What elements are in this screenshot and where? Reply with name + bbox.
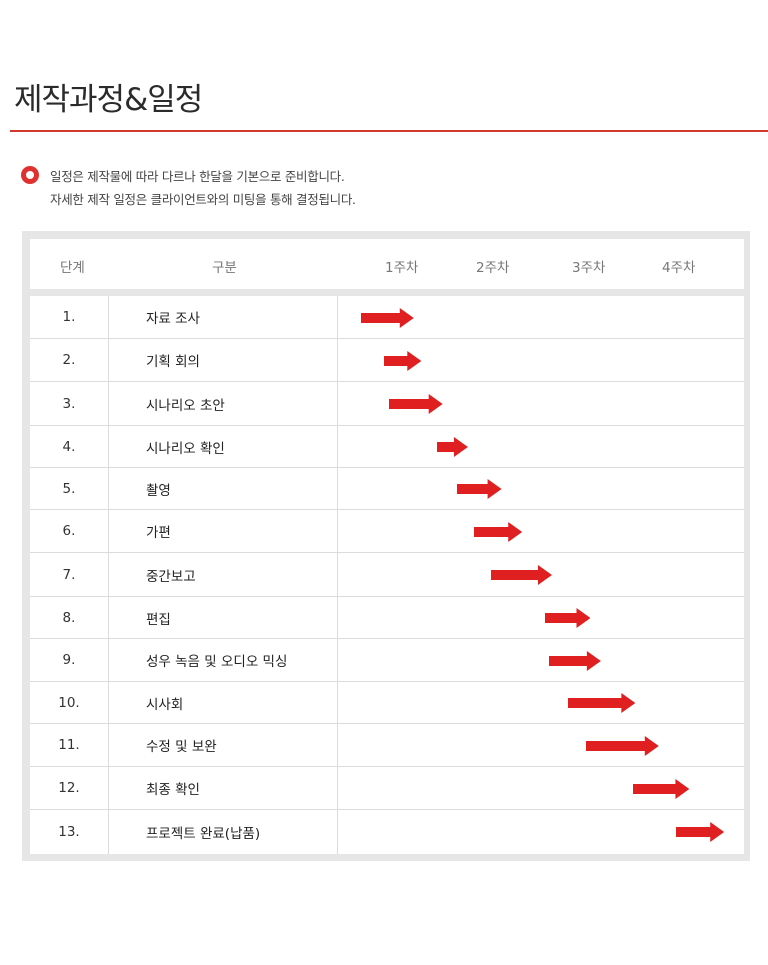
row-timeline <box>339 510 744 552</box>
header-week-2: 2주차 <box>476 260 510 276</box>
schedule-row: 4. 시나리오 확인 <box>30 426 744 468</box>
schedule-row: 1. 자료 조사 <box>30 296 744 339</box>
row-task-name: 시사회 <box>109 682 338 723</box>
row-timeline <box>339 553 744 596</box>
schedule-row: 7. 중간보고 <box>30 553 744 597</box>
schedule-arrow-icon <box>437 437 469 457</box>
schedule-row: 9. 성우 녹음 및 오디오 믹싱 <box>30 639 744 682</box>
row-step: 9. <box>30 639 109 681</box>
row-step: 13. <box>30 810 109 854</box>
row-timeline <box>339 382 744 425</box>
schedule-row: 10. 시사회 <box>30 682 744 724</box>
page-title: 제작과정&일정 <box>14 82 203 118</box>
schedule-row: 5. 촬영 <box>30 468 744 510</box>
schedule-row: 8. 편집 <box>30 597 744 639</box>
schedule-table: 단계 구분 1주차 2주차 3주차 4주차 1. 자료 조사 2. 기획 회의 3. 시나… <box>22 231 750 861</box>
schedule-row: 2. 기획 회의 <box>30 339 744 382</box>
schedule-arrow-icon <box>675 822 725 842</box>
schedule-row: 6. 가편 <box>30 510 744 553</box>
row-timeline <box>339 810 744 854</box>
row-task-name: 시나리오 초안 <box>109 382 338 425</box>
row-timeline <box>339 724 744 766</box>
schedule-row: 3. 시나리오 초안 <box>30 382 744 426</box>
row-step: 4. <box>30 426 109 467</box>
row-timeline <box>339 468 744 509</box>
notice-line-1: 일정은 제작물에 따라 다르나 한달을 기본으로 준비합니다. <box>50 169 345 184</box>
row-step: 11. <box>30 724 109 766</box>
row-task-name: 프로젝트 완료(납품) <box>109 810 338 854</box>
row-task-name: 최종 확인 <box>109 767 338 809</box>
schedule-arrow-icon <box>549 650 602 671</box>
row-task-name: 가편 <box>109 510 338 552</box>
schedule-row: 13. 프로젝트 완료(납품) <box>30 810 744 854</box>
row-step: 8. <box>30 597 109 638</box>
row-step: 2. <box>30 339 109 381</box>
schedule-arrow-icon <box>383 350 422 371</box>
row-timeline <box>339 597 744 638</box>
row-timeline <box>339 767 744 809</box>
row-step: 6. <box>30 510 109 552</box>
row-step: 10. <box>30 682 109 723</box>
row-task-name: 편집 <box>109 597 338 638</box>
row-task-name: 성우 녹음 및 오디오 믹싱 <box>109 639 338 681</box>
schedule-arrow-icon <box>633 778 690 799</box>
header-week-1: 1주차 <box>385 260 419 276</box>
row-timeline <box>339 682 744 723</box>
schedule-body: 1. 자료 조사 2. 기획 회의 3. 시나리오 초안 4. 시나리오 확인 5. 촬영 6. 가편… <box>30 296 744 854</box>
header-step: 단계 <box>60 260 85 276</box>
row-step: 12. <box>30 767 109 809</box>
schedule-arrow-icon <box>389 394 443 414</box>
schedule-arrow-icon <box>361 307 414 328</box>
row-task-name: 시나리오 확인 <box>109 426 338 467</box>
schedule-arrow-icon <box>473 521 523 542</box>
row-step: 3. <box>30 382 109 425</box>
row-timeline <box>339 339 744 381</box>
row-task-name: 촬영 <box>109 468 338 509</box>
schedule-row: 11. 수정 및 보완 <box>30 724 744 767</box>
row-step: 1. <box>30 296 109 338</box>
schedule-arrow-icon <box>544 608 591 628</box>
header-category: 구분 <box>212 260 237 276</box>
row-timeline <box>339 426 744 467</box>
row-step: 7. <box>30 553 109 596</box>
row-task-name: 중간보고 <box>109 553 338 596</box>
row-task-name: 수정 및 보완 <box>109 724 338 766</box>
schedule-arrow-icon <box>457 479 503 499</box>
header-week-3: 3주차 <box>572 260 606 276</box>
notice-line-2: 자세한 제작 일정은 클라이언트와의 미팅을 통해 결정됩니다. <box>50 192 356 207</box>
schedule-header: 단계 구분 1주차 2주차 3주차 4주차 <box>30 239 744 289</box>
row-task-name: 자료 조사 <box>109 296 338 338</box>
title-divider <box>10 130 768 132</box>
row-task-name: 기획 회의 <box>109 339 338 381</box>
row-timeline <box>339 639 744 681</box>
header-week-4: 4주차 <box>662 260 696 276</box>
schedule-row: 12. 최종 확인 <box>30 767 744 810</box>
row-step: 5. <box>30 468 109 509</box>
schedule-arrow-icon <box>585 735 659 756</box>
radio-dot-icon <box>21 166 39 184</box>
schedule-arrow-icon <box>491 565 553 585</box>
row-timeline <box>339 296 744 338</box>
schedule-arrow-icon <box>567 693 635 713</box>
